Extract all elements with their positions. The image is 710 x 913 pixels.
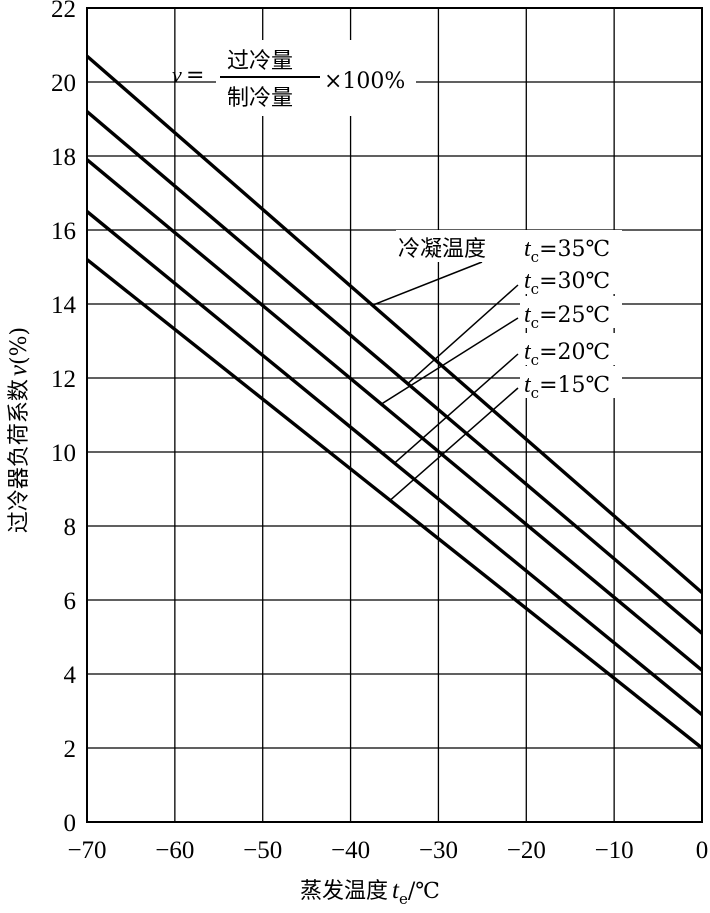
y-tick-label: 10 bbox=[51, 440, 76, 467]
series-label-20: tc=20℃ bbox=[524, 339, 610, 369]
x-tick-label: −50 bbox=[243, 837, 282, 864]
y-axis-title: 过冷器负荷系数v(%) bbox=[5, 327, 32, 533]
formula-denominator: 制冷量 bbox=[227, 86, 293, 111]
series-line-35℃ bbox=[85, 54, 704, 594]
label-bg-25 bbox=[520, 296, 622, 328]
label-bg-35 bbox=[520, 230, 622, 262]
series-label-35: tc=35℃ bbox=[524, 236, 610, 266]
x-tick-label: −30 bbox=[419, 837, 458, 864]
y-tick-label: 0 bbox=[64, 810, 77, 837]
formula-numerator: 过冷量 bbox=[227, 49, 293, 74]
y-tick-label: 16 bbox=[51, 218, 76, 245]
series-labels: 冷凝温度 tc=35℃ tc=30℃ tc=25℃ tc=20℃ tc=15℃ bbox=[396, 230, 622, 402]
x-tick-label: −10 bbox=[595, 837, 634, 864]
y-tick-label: 22 bbox=[51, 0, 76, 23]
series-label-15: tc=15℃ bbox=[524, 372, 610, 402]
series-lines bbox=[85, 54, 704, 750]
leader-line bbox=[372, 261, 483, 306]
legend-title: 冷凝温度 bbox=[398, 237, 486, 262]
x-axis-title: 蒸发温度 te/℃ bbox=[300, 877, 440, 908]
y-tick-label: 14 bbox=[51, 292, 77, 319]
series-label-25: tc=25℃ bbox=[524, 302, 610, 332]
leader-line bbox=[380, 317, 519, 405]
series-line-15℃ bbox=[85, 258, 704, 750]
y-tick-label: 4 bbox=[64, 662, 77, 689]
y-tick-label: 12 bbox=[51, 366, 76, 393]
x-tick-label: 0 bbox=[696, 837, 709, 864]
leader-line bbox=[407, 284, 519, 385]
y-tick-label: 8 bbox=[64, 514, 77, 541]
y-tick-label: 18 bbox=[51, 144, 76, 171]
grid bbox=[86, 7, 703, 823]
label-bg-15 bbox=[520, 366, 622, 398]
formula-lhs: v bbox=[172, 62, 182, 87]
formula-rhs: ×100% bbox=[324, 69, 405, 94]
x-tick-label: −60 bbox=[155, 837, 194, 864]
label-bg-20 bbox=[520, 333, 622, 365]
tick-labels: −70 −60 −50 −40 −30 −20 −10 0 0 2 4 6 8 10 12 14 16 18 20 2… bbox=[51, 0, 708, 864]
x-tick-label: −70 bbox=[67, 837, 106, 864]
label-bg-30 bbox=[520, 262, 622, 294]
series-line-25℃ bbox=[85, 158, 704, 672]
y-tick-label: 2 bbox=[64, 736, 77, 763]
leader-lines bbox=[372, 261, 519, 501]
leader-line bbox=[389, 387, 519, 501]
x-tick-label: −20 bbox=[507, 837, 546, 864]
formula-eq: = bbox=[186, 63, 204, 88]
y-tick-label: 20 bbox=[51, 70, 76, 97]
leader-line bbox=[394, 353, 519, 464]
series-label-30: tc=30℃ bbox=[524, 268, 610, 298]
series-line-30℃ bbox=[85, 110, 704, 635]
legend-title-bg bbox=[396, 230, 526, 262]
formula: v = 过冷量 制冷量 ×100% bbox=[172, 40, 416, 116]
y-tick-label: 6 bbox=[64, 588, 77, 615]
x-tick-label: −40 bbox=[331, 837, 370, 864]
